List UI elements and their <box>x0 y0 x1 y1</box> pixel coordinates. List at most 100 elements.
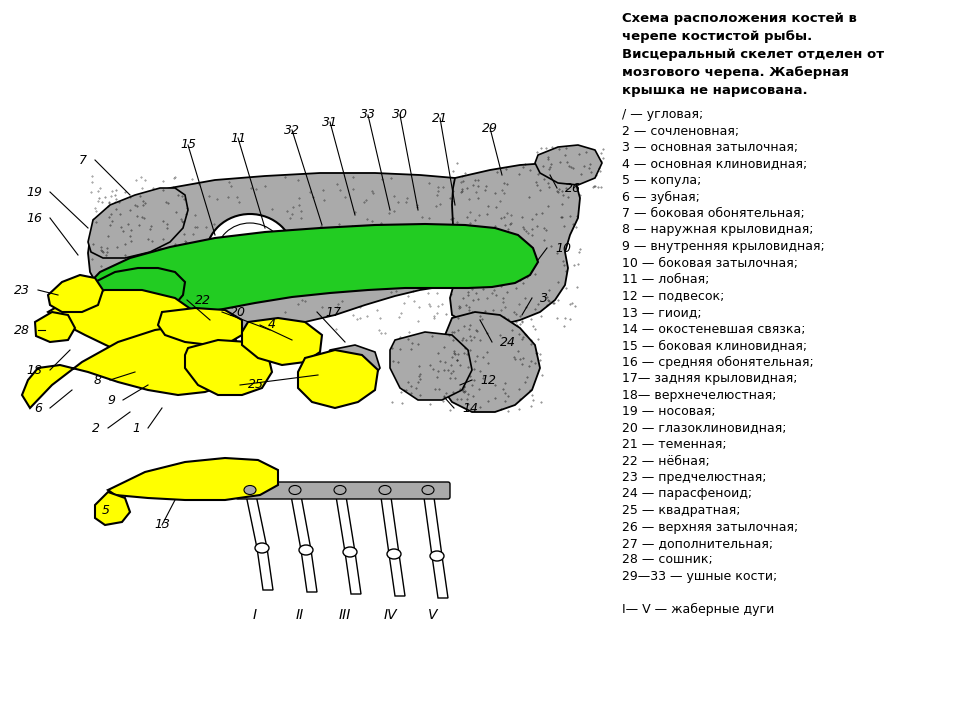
Text: 31: 31 <box>322 115 338 128</box>
Text: 25 — квадратная;: 25 — квадратная; <box>622 504 740 517</box>
Text: 19 — носовая;: 19 — носовая; <box>622 405 715 418</box>
Polygon shape <box>48 290 205 362</box>
Text: 17: 17 <box>325 305 341 318</box>
Text: 24 — парасфеноид;: 24 — парасфеноид; <box>622 487 752 500</box>
FancyBboxPatch shape <box>236 482 450 499</box>
Ellipse shape <box>430 551 444 561</box>
Polygon shape <box>322 345 380 385</box>
Text: 18— верхнечелюстная;: 18— верхнечелюстная; <box>622 389 777 402</box>
Text: 22 — нёбная;: 22 — нёбная; <box>622 454 709 467</box>
Text: 11 — лобная;: 11 — лобная; <box>622 273 709 286</box>
Text: 6 — зубная;: 6 — зубная; <box>622 191 700 204</box>
Text: 28: 28 <box>14 323 30 336</box>
Text: I: I <box>252 608 257 622</box>
Polygon shape <box>185 340 272 395</box>
Text: 13 — гиоид;: 13 — гиоид; <box>622 306 702 319</box>
Text: 24: 24 <box>500 336 516 348</box>
Polygon shape <box>88 173 530 335</box>
Polygon shape <box>70 268 185 320</box>
Text: 21 — теменная;: 21 — теменная; <box>622 438 727 451</box>
Text: 22: 22 <box>195 294 211 307</box>
Ellipse shape <box>244 485 256 495</box>
Text: 5 — копула;: 5 — копула; <box>622 174 702 187</box>
Text: II: II <box>296 608 304 622</box>
Text: 26: 26 <box>565 181 581 194</box>
Text: 9 — внутренняя крыловидная;: 9 — внутренняя крыловидная; <box>622 240 825 253</box>
Text: 20 — глазоклиновидная;: 20 — глазоклиновидная; <box>622 421 786 434</box>
Text: 30: 30 <box>392 109 408 122</box>
Text: 17— задняя крыловидная;: 17— задняя крыловидная; <box>622 372 798 385</box>
Polygon shape <box>22 325 242 408</box>
Polygon shape <box>70 224 538 332</box>
Ellipse shape <box>379 485 391 495</box>
Text: 19: 19 <box>26 186 42 199</box>
Text: IV: IV <box>383 608 396 622</box>
Text: 23 — предчелюстная;: 23 — предчелюстная; <box>622 471 766 484</box>
Text: 4: 4 <box>268 318 276 331</box>
Text: 16: 16 <box>26 212 42 225</box>
Polygon shape <box>298 350 378 408</box>
Text: 13: 13 <box>154 518 170 531</box>
Ellipse shape <box>422 485 434 495</box>
Text: Схема расположения костей в: Схема расположения костей в <box>622 12 857 25</box>
Ellipse shape <box>334 485 346 495</box>
Text: 12 — подвесок;: 12 — подвесок; <box>622 289 725 302</box>
Ellipse shape <box>246 252 258 264</box>
Ellipse shape <box>343 547 357 557</box>
Ellipse shape <box>299 545 313 555</box>
Polygon shape <box>245 490 267 548</box>
Text: III: III <box>339 608 351 622</box>
Text: 27 — дополнительная;: 27 — дополнительная; <box>622 537 773 550</box>
Text: V: V <box>428 608 438 622</box>
Text: 25: 25 <box>248 379 264 392</box>
Polygon shape <box>257 548 273 590</box>
Text: 33: 33 <box>360 109 376 122</box>
Text: 2: 2 <box>92 421 100 434</box>
Text: 28 — сошник;: 28 — сошник; <box>622 554 712 567</box>
Polygon shape <box>35 312 75 342</box>
Text: мозгового черепа. Жаберная: мозгового черепа. Жаберная <box>622 66 849 79</box>
Text: 8: 8 <box>94 374 102 387</box>
Text: 7 — боковая обонятельная;: 7 — боковая обонятельная; <box>622 207 804 220</box>
Text: 9: 9 <box>107 394 115 407</box>
Polygon shape <box>450 163 580 325</box>
Text: 10: 10 <box>555 241 571 254</box>
Polygon shape <box>345 552 361 594</box>
Text: 29—33 — ушные кости;: 29—33 — ушные кости; <box>622 570 778 583</box>
Polygon shape <box>390 332 472 400</box>
Polygon shape <box>95 492 130 525</box>
Text: 15: 15 <box>180 138 196 151</box>
Polygon shape <box>335 490 355 552</box>
Text: 5: 5 <box>102 503 110 516</box>
Text: 2 — сочленовная;: 2 — сочленовная; <box>622 125 739 138</box>
Polygon shape <box>380 490 399 554</box>
Text: 8 — наружная крыловидная;: 8 — наружная крыловидная; <box>622 223 813 236</box>
Text: 7: 7 <box>79 153 87 166</box>
Text: 15 — боковая клиновидная;: 15 — боковая клиновидная; <box>622 339 807 352</box>
Polygon shape <box>108 458 278 500</box>
Polygon shape <box>88 188 188 258</box>
Ellipse shape <box>206 214 294 296</box>
Text: 16 — средняя обонятельная;: 16 — средняя обонятельная; <box>622 356 814 369</box>
Ellipse shape <box>387 549 401 559</box>
Text: крышка не нарисована.: крышка не нарисована. <box>622 84 807 97</box>
Text: 6: 6 <box>34 402 42 415</box>
Polygon shape <box>389 554 405 596</box>
Polygon shape <box>432 556 448 598</box>
Ellipse shape <box>216 223 284 287</box>
Text: 12: 12 <box>480 374 496 387</box>
Ellipse shape <box>375 254 381 260</box>
Text: черепе костистой рыбы.: черепе костистой рыбы. <box>622 30 812 43</box>
Text: 10 — боковая затылочная;: 10 — боковая затылочная; <box>622 256 798 269</box>
Text: 20: 20 <box>230 305 246 318</box>
Text: 3 — основная затылочная;: 3 — основная затылочная; <box>622 141 798 154</box>
Polygon shape <box>242 318 322 365</box>
Polygon shape <box>535 145 602 185</box>
Text: 32: 32 <box>284 124 300 137</box>
Polygon shape <box>158 308 242 345</box>
Text: 23: 23 <box>14 284 30 297</box>
Ellipse shape <box>255 543 269 553</box>
Polygon shape <box>438 312 540 412</box>
Ellipse shape <box>268 246 273 251</box>
Polygon shape <box>301 550 317 592</box>
